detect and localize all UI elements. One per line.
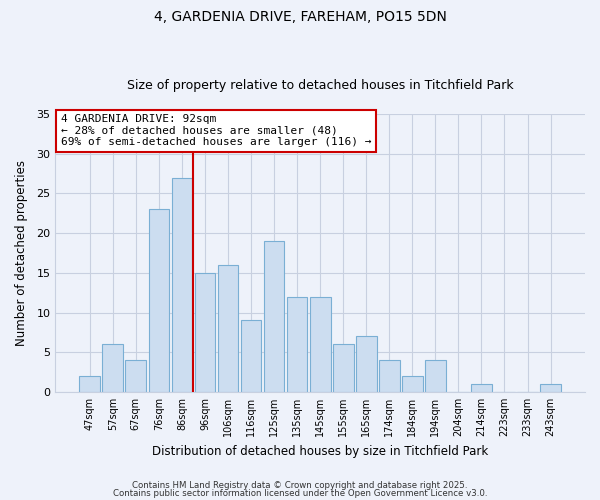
Bar xyxy=(264,241,284,392)
Text: 4 GARDENIA DRIVE: 92sqm
← 28% of detached houses are smaller (48)
69% of semi-de: 4 GARDENIA DRIVE: 92sqm ← 28% of detache… xyxy=(61,114,371,147)
Bar xyxy=(471,384,492,392)
Bar xyxy=(218,265,238,392)
Bar xyxy=(149,210,169,392)
Bar xyxy=(172,178,192,392)
Bar xyxy=(540,384,561,392)
Bar xyxy=(241,320,262,392)
Bar xyxy=(194,273,215,392)
Bar xyxy=(287,296,307,392)
Bar xyxy=(379,360,400,392)
Text: Contains HM Land Registry data © Crown copyright and database right 2025.: Contains HM Land Registry data © Crown c… xyxy=(132,481,468,490)
Text: 4, GARDENIA DRIVE, FAREHAM, PO15 5DN: 4, GARDENIA DRIVE, FAREHAM, PO15 5DN xyxy=(154,10,446,24)
Title: Size of property relative to detached houses in Titchfield Park: Size of property relative to detached ho… xyxy=(127,79,514,92)
Bar xyxy=(125,360,146,392)
X-axis label: Distribution of detached houses by size in Titchfield Park: Distribution of detached houses by size … xyxy=(152,444,488,458)
Text: Contains public sector information licensed under the Open Government Licence v3: Contains public sector information licen… xyxy=(113,488,487,498)
Bar xyxy=(310,296,331,392)
Bar xyxy=(333,344,353,392)
Bar xyxy=(103,344,123,392)
Bar xyxy=(79,376,100,392)
Bar xyxy=(425,360,446,392)
Bar xyxy=(356,336,377,392)
Y-axis label: Number of detached properties: Number of detached properties xyxy=(15,160,28,346)
Bar xyxy=(402,376,422,392)
